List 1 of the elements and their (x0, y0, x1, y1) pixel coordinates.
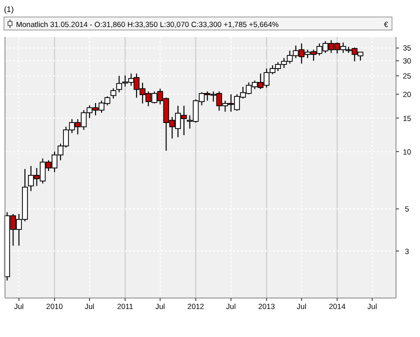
chart-title: (1) (4, 5, 14, 14)
